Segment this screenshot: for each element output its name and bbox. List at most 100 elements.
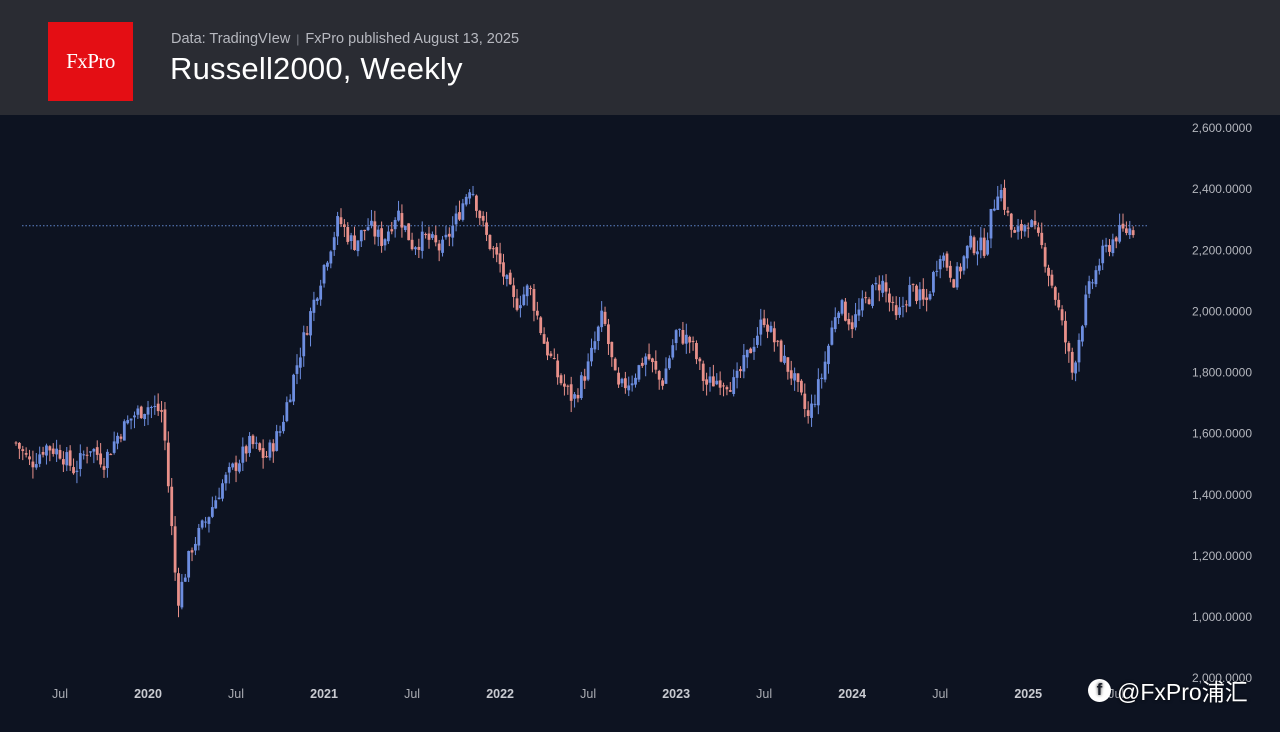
- candle-body-322: [1104, 244, 1108, 247]
- candle-body-267: [918, 289, 922, 301]
- candle-body-71: [254, 442, 258, 444]
- candle-body-53: [194, 543, 197, 551]
- candle-body-122: [427, 233, 431, 240]
- candle-body-27: [105, 451, 109, 469]
- candle-body-234: [806, 410, 810, 416]
- candle-body-101: [356, 240, 360, 252]
- candle-body-92: [326, 262, 329, 267]
- candle-body-173: [600, 310, 604, 328]
- candle-body-133: [464, 196, 468, 205]
- candle-body-131: [458, 212, 461, 220]
- candle-body-147: [512, 285, 516, 297]
- candle-body-85: [302, 332, 306, 357]
- candle-body-107: [376, 229, 380, 237]
- x-axis: Jul 2020 Jul 2021 Jul 2022 Jul 2023 Jul 2024 Jul 20…: [52, 687, 1124, 701]
- candle-body-58: [210, 507, 214, 517]
- candle-body-38: [143, 413, 147, 420]
- candle-body-129: [451, 225, 455, 238]
- candle-body-274: [942, 255, 945, 261]
- candle-body-102: [359, 230, 363, 242]
- candle-body-246: [847, 318, 851, 325]
- candle-body-99: [349, 235, 353, 241]
- candle-body-49: [180, 581, 184, 608]
- candle-body-41: [153, 405, 157, 408]
- candle-body-315: [1080, 326, 1084, 342]
- candle-body-193: [667, 358, 671, 369]
- candle-body-75: [268, 442, 272, 458]
- candle-body-313: [1074, 362, 1078, 374]
- candle-body-244: [840, 300, 844, 314]
- candle-body-141: [491, 248, 495, 250]
- candle-body-272: [935, 270, 939, 272]
- candle-body-8: [41, 452, 45, 455]
- candle-body-168: [583, 376, 587, 381]
- candle-body-34: [129, 418, 133, 421]
- candle-body-241: [830, 327, 834, 345]
- candle-body-187: [647, 354, 651, 360]
- candle-body-93: [329, 251, 333, 264]
- candle-body-56: [204, 521, 207, 523]
- x-tick-label-9: 2024: [838, 687, 866, 701]
- candle-body-163: [566, 385, 570, 387]
- candle-body-10: [48, 446, 52, 451]
- candle-body-188: [651, 358, 654, 363]
- x-tick-label-10: Jul: [932, 687, 948, 701]
- x-tick-label-8: Jul: [756, 687, 772, 701]
- candle-body-21: [85, 454, 89, 456]
- candle-body-253: [871, 285, 874, 306]
- candle-body-192: [664, 368, 668, 384]
- candle-body-177: [613, 358, 617, 371]
- candle-body-128: [447, 233, 451, 237]
- candle-body-132: [461, 203, 465, 220]
- candle-body-326: [1118, 225, 1122, 242]
- candle-body-240: [827, 345, 830, 365]
- candle-body-52: [190, 550, 194, 553]
- candle-body-252: [867, 299, 871, 305]
- candle-body-317: [1087, 281, 1091, 294]
- candle-body-285: [979, 237, 983, 251]
- candle-body-98: [346, 226, 350, 242]
- candle-body-136: [475, 195, 478, 211]
- x-tick-label-0: Jul: [52, 687, 68, 701]
- candle-body-309: [1060, 309, 1064, 321]
- candle-body-175: [607, 324, 610, 345]
- candle-body-275: [945, 253, 949, 268]
- candle-body-126: [441, 239, 444, 253]
- source-line: Data: TradingVIew | FxPro published August…: [171, 31, 519, 47]
- candle-body-124: [434, 235, 438, 243]
- candle-body-70: [251, 435, 255, 445]
- candle-body-190: [657, 371, 661, 380]
- chart-header: FxPro Data: TradingVIew | FxPro published …: [0, 0, 1280, 115]
- candle-body-255: [877, 284, 881, 291]
- candle-body-308: [1057, 299, 1061, 308]
- candle-body-81: [288, 399, 292, 403]
- candle-body-256: [881, 280, 885, 293]
- candle-body-178: [617, 372, 620, 385]
- candle-body-39: [146, 407, 150, 415]
- candle-body-72: [258, 443, 262, 451]
- candle-body-31: [119, 436, 123, 439]
- candle-body-151: [525, 285, 529, 297]
- candlestick-chart[interactable]: 1,000.0000 1,200.0000 1,400.0000 1,600.0000…: [0, 115, 1280, 732]
- candle-body-195: [674, 330, 678, 344]
- candle-body-301: [1033, 220, 1037, 225]
- candle-body-156: [542, 334, 546, 344]
- candle-body-280: [962, 256, 966, 271]
- candle-body-69: [248, 435, 251, 453]
- candle-body-87: [309, 311, 312, 336]
- candle-body-310: [1064, 320, 1067, 343]
- candle-body-186: [644, 356, 648, 365]
- x-tick-label-11: 2025: [1014, 687, 1042, 701]
- candle-body-18: [75, 470, 79, 472]
- candle-body-328: [1124, 228, 1128, 233]
- candle-body-29: [112, 441, 116, 453]
- y-tick-label-partial: 2,000.0000: [1192, 671, 1252, 685]
- separator-divider: |: [296, 32, 300, 46]
- candle-body-108: [380, 228, 384, 246]
- candle-body-114: [400, 213, 404, 228]
- candle-body-227: [783, 355, 786, 363]
- candle-body-143: [498, 253, 502, 265]
- candle-body-130: [454, 213, 458, 225]
- candle-body-32: [122, 421, 126, 441]
- candle-body-44: [163, 409, 167, 441]
